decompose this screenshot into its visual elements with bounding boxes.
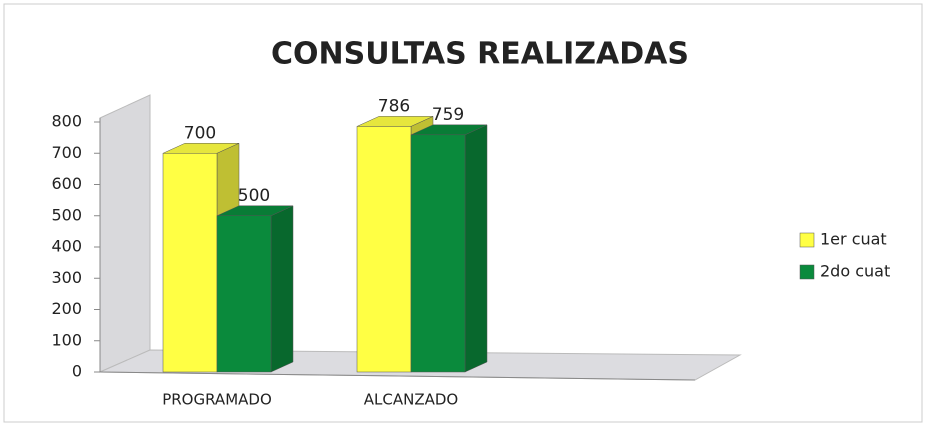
y-tick-label: 800 — [51, 112, 82, 131]
x-tick-label: ALCANZADO — [364, 391, 458, 409]
y-tick-label: 500 — [51, 205, 82, 224]
bar — [216, 215, 272, 373]
x-tick-label: PROGRAMADO — [162, 391, 272, 409]
data-label: 786 — [378, 96, 410, 116]
chart-title: CONSULTAS REALIZADAS — [271, 37, 689, 72]
data-label: 759 — [432, 105, 464, 125]
x-axis — [99, 371, 696, 381]
bar — [162, 153, 218, 373]
y-tick-label: 700 — [51, 143, 82, 162]
y-tick-label: 400 — [51, 237, 82, 256]
bar-side — [270, 205, 294, 373]
bar-side — [464, 124, 488, 373]
y-tick-label: 200 — [51, 299, 82, 318]
legend-swatch — [799, 264, 815, 280]
legend-swatch — [799, 232, 815, 248]
legend-label: 1er cuat — [820, 230, 887, 249]
back-wall — [99, 94, 151, 373]
y-tick-label: 0 — [72, 362, 82, 381]
y-tick-label: 300 — [51, 268, 82, 287]
bar — [410, 134, 466, 373]
data-label: 700 — [184, 123, 216, 143]
bar — [356, 126, 412, 373]
y-tick-label: 100 — [51, 330, 82, 349]
data-label: 500 — [238, 186, 270, 206]
legend-label: 2do cuat — [820, 262, 890, 281]
y-tick-label: 600 — [51, 174, 82, 193]
